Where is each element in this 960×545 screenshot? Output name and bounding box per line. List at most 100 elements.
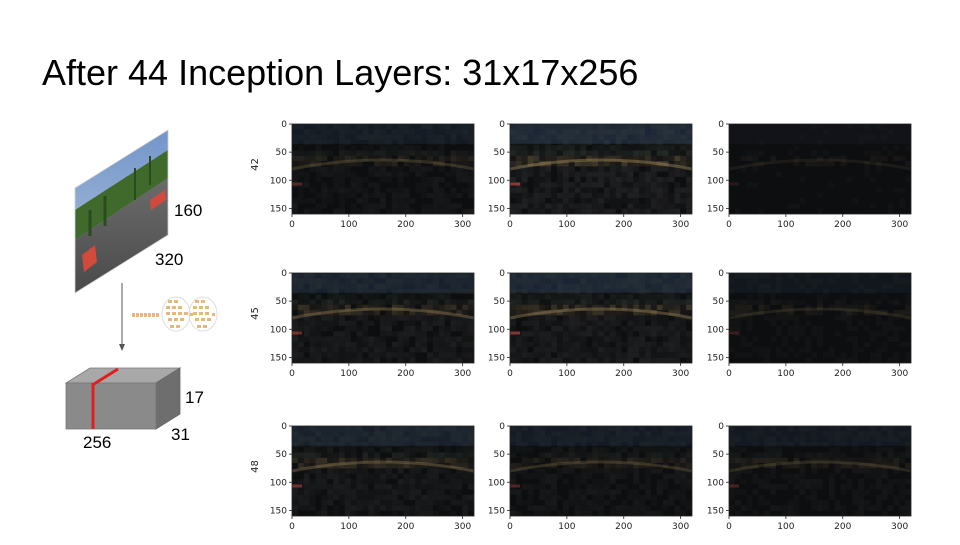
texture-cell — [551, 325, 557, 332]
texture-cell — [586, 352, 593, 358]
texture-cell — [344, 139, 351, 146]
texture-cell — [627, 278, 634, 284]
texture-cell — [444, 155, 451, 162]
texture-cell — [858, 505, 865, 511]
texture-cell — [438, 357, 445, 363]
texture-cell — [344, 187, 351, 193]
texture-cell — [793, 452, 800, 458]
texture-cell — [292, 198, 298, 204]
texture-cell — [368, 145, 375, 151]
texture-cell — [686, 436, 692, 442]
texture-cell — [787, 463, 794, 469]
texture-cell — [432, 283, 439, 289]
texture-cell — [533, 166, 540, 172]
texture-cell — [533, 347, 540, 353]
texture-cell — [875, 436, 882, 442]
texture-cell — [639, 187, 646, 193]
texture-cell — [858, 431, 865, 437]
x-tick-label: 300 — [672, 522, 689, 532]
texture-cell — [385, 325, 392, 332]
texture-cell — [746, 283, 753, 289]
texture-cell — [609, 198, 616, 204]
texture-cell — [527, 310, 534, 316]
texture-cell — [781, 473, 788, 479]
texture-cell — [609, 441, 616, 448]
texture-cell — [781, 457, 788, 464]
texture-cell — [864, 473, 870, 479]
x-tick-label: 100 — [340, 369, 357, 379]
texture-cell — [333, 288, 339, 295]
texture-cell — [356, 176, 363, 183]
texture-cell — [468, 505, 474, 511]
texture-cell — [680, 278, 687, 284]
texture-cell — [527, 505, 534, 511]
texture-cell — [374, 452, 381, 458]
texture-cell — [297, 325, 304, 332]
texture-cell — [598, 129, 604, 135]
texture-cell — [633, 278, 640, 284]
texture-cell — [746, 273, 753, 279]
texture-cell — [521, 182, 528, 188]
texture-cell — [580, 478, 587, 485]
texture-cell — [680, 347, 687, 353]
texture-cell — [793, 457, 800, 464]
texture-cell — [438, 500, 445, 506]
texture-cell — [805, 452, 812, 458]
texture-cell — [592, 336, 599, 342]
texture-cell — [427, 510, 433, 516]
texture-cell — [811, 478, 818, 485]
texture-cell — [633, 134, 640, 140]
texture-cell — [397, 436, 404, 442]
texture-cell — [397, 283, 404, 289]
texture-cell — [533, 299, 540, 305]
texture-cell — [444, 447, 451, 453]
texture-cell — [881, 494, 888, 501]
texture-cell — [539, 352, 546, 358]
texture-cell — [834, 155, 841, 162]
texture-cell — [309, 505, 316, 511]
texture-cell — [764, 452, 771, 458]
texture-cell — [521, 447, 528, 453]
texture-cell — [362, 124, 369, 130]
texture-cell — [427, 176, 433, 183]
texture-cell — [421, 187, 428, 193]
texture-cell — [875, 155, 882, 162]
texture-cell — [586, 457, 593, 464]
texture-cell — [586, 155, 593, 162]
texture-cell — [438, 463, 445, 469]
texture-cell — [415, 457, 422, 464]
texture-cell — [397, 299, 404, 305]
texture-cell — [729, 473, 735, 479]
texture-cell — [840, 357, 847, 363]
texture-cell — [303, 315, 310, 321]
texture-cell — [409, 320, 416, 326]
texture-cell — [368, 478, 375, 485]
texture-cell — [746, 299, 753, 305]
texture-cell — [603, 452, 610, 458]
texture-cell — [598, 325, 604, 332]
texture-cell — [338, 176, 345, 183]
texture-cell — [650, 134, 657, 140]
texture-cell — [674, 150, 681, 156]
texture-cell — [598, 505, 604, 511]
texture-cell — [462, 278, 469, 284]
texture-cell — [385, 468, 392, 474]
texture-cell — [869, 155, 876, 162]
texture-cell — [333, 283, 339, 289]
texture-cell — [615, 436, 622, 442]
texture-cell — [905, 310, 911, 316]
texture-cell — [462, 299, 469, 305]
texture-cell — [527, 484, 534, 490]
texture-cell — [615, 124, 622, 130]
y-tick-label: 50 — [494, 148, 506, 158]
texture-cell — [409, 457, 416, 464]
texture-cell — [551, 203, 557, 209]
texture-cell — [521, 155, 528, 162]
texture-cell — [793, 145, 800, 151]
texture-cell — [521, 441, 528, 448]
texture-cell — [598, 273, 604, 279]
texture-cell — [621, 208, 628, 214]
texture-cell — [586, 283, 593, 289]
texture-cell — [350, 187, 357, 193]
texture-cell — [656, 283, 663, 289]
